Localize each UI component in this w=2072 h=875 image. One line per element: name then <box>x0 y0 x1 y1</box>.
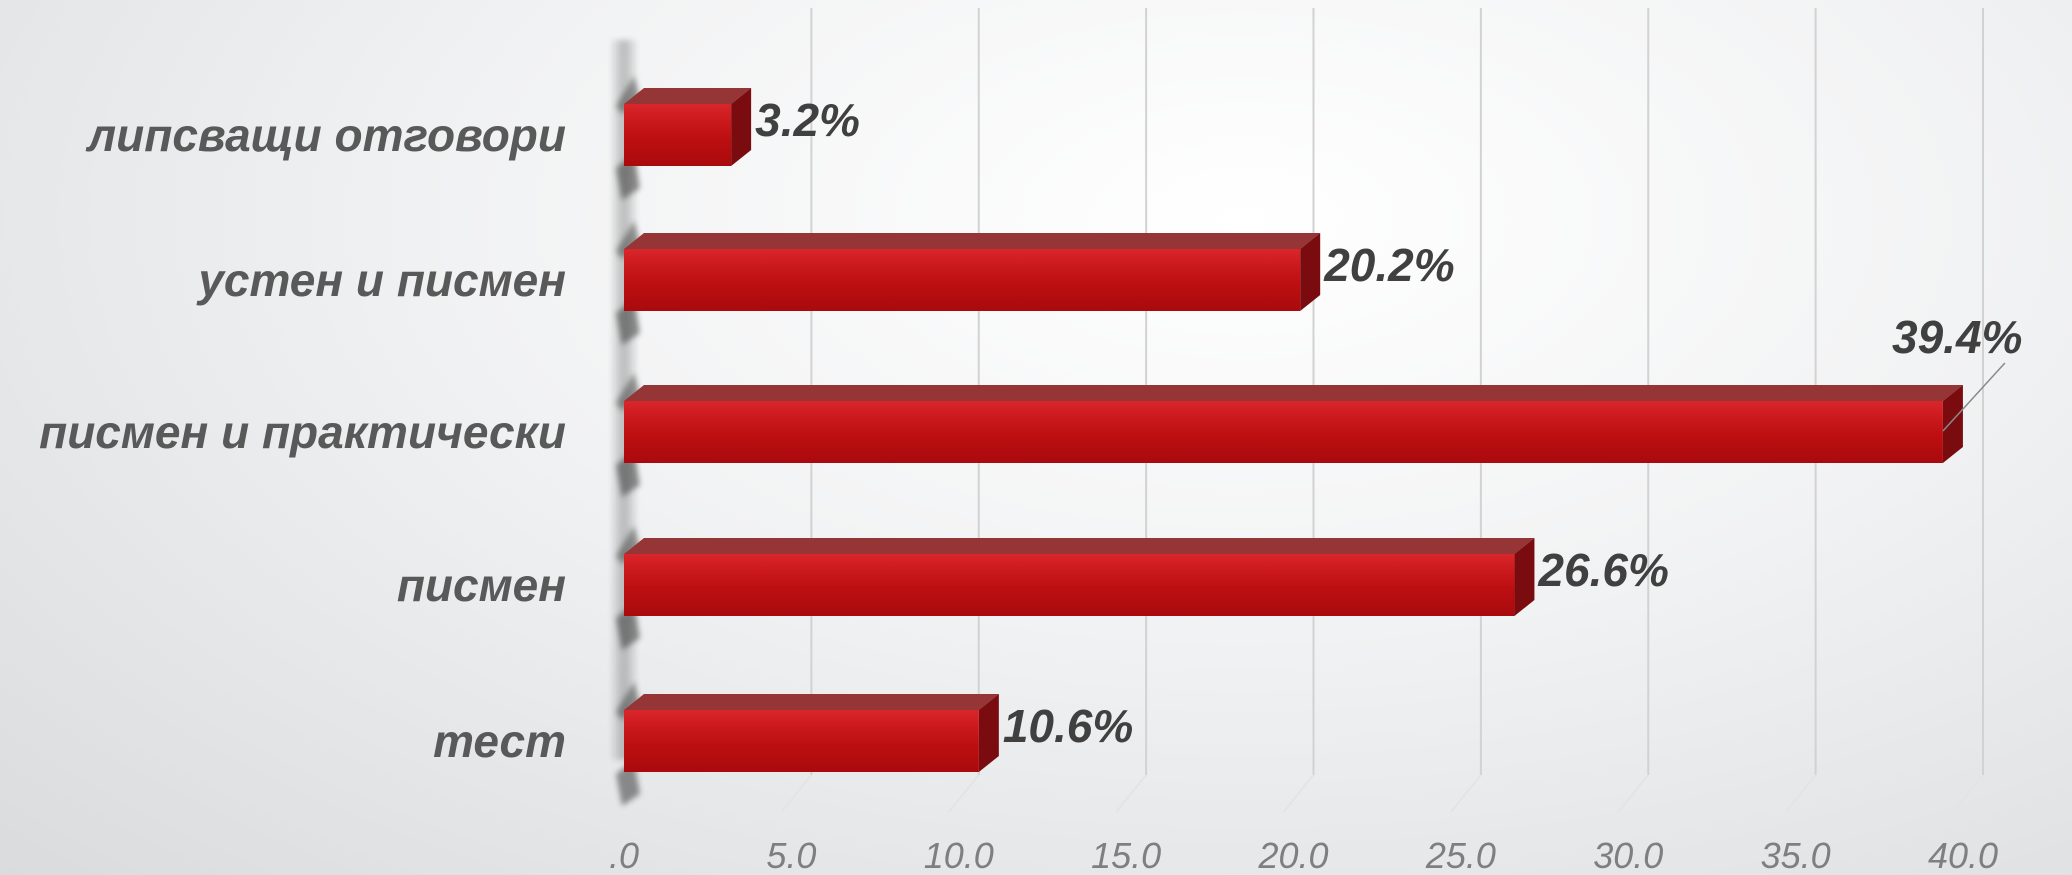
bar-front-face <box>624 104 732 166</box>
data-labels: 10.6% 26.6% 39.4% 20.2% 3.2% <box>755 94 2022 752</box>
x-tick-label: 15.0 <box>1091 835 1161 875</box>
x-tick-label: 35.0 <box>1761 835 1831 875</box>
gridline-floor <box>780 774 813 813</box>
data-label: 10.6% <box>1003 700 1133 752</box>
bar-top-face <box>624 694 999 710</box>
bar-side-face <box>1300 233 1321 311</box>
x-tick-label: 30.0 <box>1593 835 1663 875</box>
x-tick-label: 40.0 <box>1928 835 1998 875</box>
bar-top-face <box>624 385 1963 401</box>
bar-top-shadow <box>616 221 640 259</box>
category-label: тест <box>433 715 566 767</box>
bar-front-face <box>624 401 1943 463</box>
bar-side-face <box>978 694 999 772</box>
bar-top-face <box>624 233 1321 249</box>
bar-top-shadow <box>616 526 640 564</box>
x-tick-label: 25.0 <box>1425 835 1496 875</box>
gridline-floor <box>947 774 980 813</box>
data-label: 26.6% <box>1537 544 1668 596</box>
category-label: устен и писмен <box>196 254 566 306</box>
category-label: писмен и практически <box>39 406 566 458</box>
bar-front-face <box>624 710 979 772</box>
data-label-leader <box>1942 362 2006 432</box>
x-tick-label: 5.0 <box>766 835 816 875</box>
x-tick-label: 20.0 <box>1257 835 1328 875</box>
category-label: писмен <box>397 559 566 611</box>
gridline-floor <box>1282 774 1315 813</box>
bar-front-face <box>624 249 1301 311</box>
category-labels: тест писмен писмен и практически устен и пи… <box>39 109 566 767</box>
bar-side-face <box>1514 538 1535 616</box>
gridline-floor <box>1617 774 1650 813</box>
bar-top-face <box>624 88 752 104</box>
x-tick-label: 10.0 <box>924 835 994 875</box>
x-tick-label: .0 <box>609 835 639 875</box>
bar <box>616 682 999 806</box>
bar-top-face <box>624 538 1535 554</box>
gridline-floor <box>1450 774 1482 813</box>
bar-side-face <box>731 88 752 166</box>
gridline-floor <box>1952 774 1984 813</box>
data-label: 20.2% <box>1323 239 1454 291</box>
bar-top-shadow <box>616 682 640 720</box>
bar <box>616 76 752 200</box>
bar-top-shadow <box>616 76 640 114</box>
bar <box>616 221 1321 345</box>
data-label: 3.2% <box>755 94 860 146</box>
category-label: липсващи отговори <box>86 109 567 161</box>
bar-front-face <box>624 554 1515 616</box>
bars <box>616 76 1963 806</box>
bar-side-face <box>1942 385 1963 463</box>
bar <box>616 526 1535 650</box>
data-label: 39.4% <box>1892 311 2022 363</box>
x-tick-labels: .0 5.0 10.0 15.0 20.0 25.0 30.0 35.0 40.0 <box>609 835 1998 875</box>
gridline-floor <box>1115 774 1147 813</box>
bar-top-shadow <box>616 373 640 411</box>
bar <box>616 373 1963 497</box>
gridline-floor <box>1784 774 1817 813</box>
